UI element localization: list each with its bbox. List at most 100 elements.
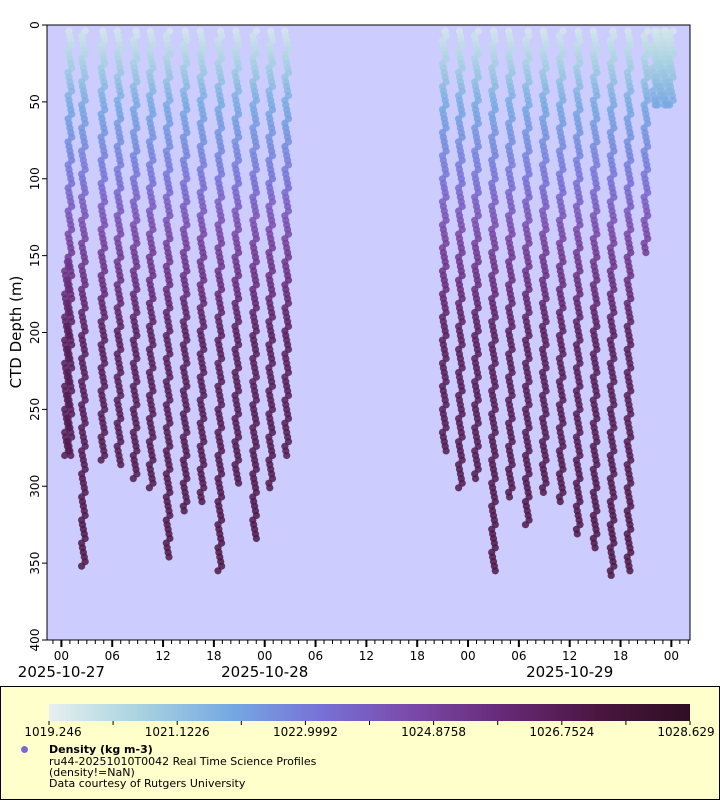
data-point — [556, 498, 564, 506]
x-date-label: 2025-10-29 — [526, 663, 613, 681]
x-tick-label: 00 — [460, 649, 475, 663]
y-axis-title: CTD Depth (m) — [7, 276, 25, 389]
x-tick-label: 12 — [359, 649, 374, 663]
data-point — [491, 567, 499, 575]
data-point — [214, 567, 222, 575]
colorbar-label: 1026.7524 — [529, 725, 595, 739]
data-point — [666, 101, 674, 109]
profile-10 — [214, 27, 226, 575]
profile-points — [61, 27, 677, 580]
colorbar-label: 1019.246 — [24, 725, 82, 739]
profile-23 — [572, 27, 584, 538]
profile-18 — [488, 27, 499, 575]
x-tick-label: 00 — [664, 649, 679, 663]
colorbar-label: 1022.9992 — [272, 725, 338, 739]
x-tick-label: 00 — [257, 649, 272, 663]
colorbar-label: 1021.1226 — [144, 725, 210, 739]
legend-constraint: (density!=NaN) — [49, 766, 135, 779]
profile-14 — [281, 27, 293, 460]
colorbar-label: 1024.8758 — [401, 725, 467, 739]
profile-24 — [589, 27, 601, 552]
data-point — [505, 493, 514, 501]
profile-5 — [129, 27, 141, 483]
data-point — [252, 534, 260, 543]
x-date-label: 2025-10-28 — [221, 663, 308, 681]
data-point — [591, 544, 599, 552]
x-tick-label: 12 — [155, 649, 170, 663]
profile-26 — [623, 27, 635, 575]
legend-marker-icon — [21, 746, 28, 753]
profile-19 — [505, 27, 516, 501]
y-tick-label: 350 — [28, 552, 42, 575]
x-tick-label: 12 — [562, 649, 577, 663]
data-point — [97, 456, 105, 464]
profile-27 — [640, 27, 652, 257]
profile-4 — [113, 27, 125, 469]
data-point — [607, 571, 615, 580]
x-tick-label: 18 — [206, 649, 221, 663]
x-tick-label: 18 — [410, 649, 425, 663]
profile-9 — [196, 27, 208, 506]
x-date-label: 2025-10-27 — [18, 663, 105, 681]
colorbar-label: 1028.629 — [657, 725, 715, 739]
data-point — [165, 553, 173, 561]
profile-25 — [606, 27, 618, 580]
data-point — [266, 484, 274, 492]
y-tick-label: 100 — [28, 167, 42, 190]
profile-17 — [471, 27, 482, 483]
colorbar — [48, 704, 691, 725]
data-point — [78, 562, 86, 570]
data-point — [539, 488, 548, 496]
y-tick-label: 0 — [28, 21, 42, 29]
data-point — [472, 475, 480, 483]
data-point — [521, 521, 530, 529]
x-tick-label: 18 — [613, 649, 628, 663]
data-point — [283, 451, 291, 460]
data-point — [61, 451, 69, 460]
data-point — [442, 447, 450, 455]
y-tick-label: 50 — [28, 94, 42, 109]
profile-12 — [249, 27, 260, 543]
profile-22 — [555, 27, 567, 506]
legend-credit: Data courtesy of Rutgers University — [49, 777, 246, 790]
data-point — [198, 498, 206, 506]
profile-32 — [666, 27, 677, 109]
profile-16 — [455, 27, 466, 492]
profile-2 — [78, 27, 89, 570]
y-tick-label: 400 — [28, 629, 42, 652]
legend-panel: 1019.246 1021.1226 1022.9992 1024.8758 1026.… — [0, 686, 720, 800]
legend-dataset: ru44-20251010T0042 Real Time Science Pro… — [49, 755, 317, 768]
colorbar-gradient — [49, 704, 690, 721]
x-tick-label: 06 — [105, 649, 120, 663]
y-tick-label: 250 — [28, 398, 42, 421]
profile-21 — [538, 27, 550, 496]
y-axis: 0 50 100 150 200 250 300 350 400 — [28, 21, 47, 651]
x-tick-label: 06 — [511, 649, 526, 663]
profile-1 — [64, 27, 76, 460]
data-point — [180, 507, 188, 515]
profile-6 — [145, 27, 157, 492]
profile-11 — [231, 27, 243, 487]
data-point — [642, 249, 650, 257]
data-point — [67, 451, 75, 460]
profile-8 — [179, 27, 191, 515]
data-point — [117, 461, 125, 469]
x-tick-label: 06 — [308, 649, 323, 663]
data-point — [235, 479, 243, 487]
data-point — [573, 530, 581, 538]
profile-3 — [97, 27, 109, 464]
profile-13 — [265, 27, 277, 492]
data-point — [626, 567, 634, 575]
data-point — [129, 475, 137, 483]
data-point — [455, 484, 463, 492]
profile-15 — [438, 27, 450, 455]
data-point — [145, 484, 153, 492]
colorbar-ticks — [48, 721, 691, 725]
y-tick-label: 150 — [28, 244, 42, 267]
data-point — [654, 101, 662, 109]
profile-7 — [162, 27, 174, 561]
y-tick-label: 200 — [28, 321, 42, 344]
profile-20 — [521, 27, 533, 529]
x-tick-label: 00 — [54, 649, 69, 663]
